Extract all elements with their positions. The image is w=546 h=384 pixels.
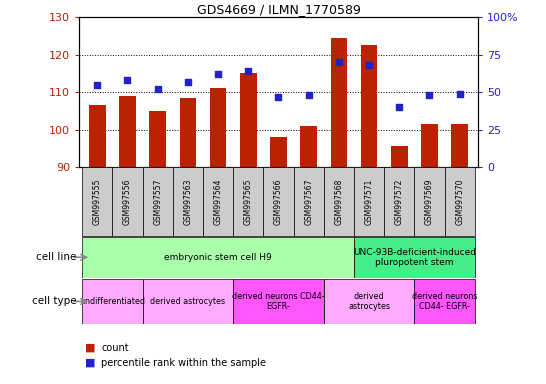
Bar (233, 279, 324, 324)
Point (395, 104, 403, 110)
Bar (294, 167, 324, 236)
Bar (354, 167, 384, 236)
Text: percentile rank within the sample: percentile rank within the sample (101, 358, 266, 368)
Bar (421, 124, 438, 167)
Bar (119, 96, 136, 167)
Text: embryonic stem cell H9: embryonic stem cell H9 (164, 253, 272, 262)
Text: GSM997555: GSM997555 (93, 178, 102, 225)
Point (335, 59, 343, 65)
Bar (82, 237, 354, 278)
Text: GSM997565: GSM997565 (244, 178, 253, 225)
Bar (361, 45, 377, 167)
Text: count: count (101, 343, 129, 353)
Text: GSM997568: GSM997568 (334, 179, 343, 225)
Text: derived neurons CD44-
EGFR-: derived neurons CD44- EGFR- (232, 292, 325, 311)
Text: cell type: cell type (32, 296, 76, 306)
Bar (270, 137, 287, 167)
Bar (444, 167, 474, 236)
Bar (324, 167, 354, 236)
Bar (233, 167, 263, 236)
Text: derived astrocytes: derived astrocytes (150, 297, 225, 306)
Text: GSM997570: GSM997570 (455, 178, 464, 225)
Bar (414, 167, 444, 236)
Bar (354, 237, 474, 278)
Bar (384, 167, 414, 236)
Bar (300, 126, 317, 167)
Text: ■: ■ (85, 343, 95, 353)
Bar (82, 279, 143, 324)
Text: GSM997569: GSM997569 (425, 178, 434, 225)
Text: UNC-93B-deficient-induced
pluropotent stem: UNC-93B-deficient-induced pluropotent st… (353, 248, 476, 267)
Title: GDS4669 / ILMN_1770589: GDS4669 / ILMN_1770589 (197, 3, 360, 16)
Bar (391, 146, 407, 167)
Point (455, 91, 464, 97)
Point (123, 77, 132, 83)
Bar (143, 167, 173, 236)
Point (183, 79, 192, 85)
Bar (452, 124, 468, 167)
Bar (263, 167, 294, 236)
Bar (203, 167, 233, 236)
Bar (180, 98, 196, 167)
Text: derived neurons
CD44- EGFR-: derived neurons CD44- EGFR- (412, 292, 477, 311)
Point (93, 82, 102, 88)
Text: GSM997572: GSM997572 (395, 179, 403, 225)
Text: GSM997571: GSM997571 (365, 179, 373, 225)
Bar (173, 167, 203, 236)
Text: ■: ■ (85, 358, 95, 368)
Bar (89, 105, 105, 167)
Point (153, 86, 162, 92)
Bar (112, 167, 143, 236)
Text: GSM997556: GSM997556 (123, 178, 132, 225)
Bar (143, 279, 233, 324)
Text: GSM997567: GSM997567 (304, 178, 313, 225)
Point (213, 71, 222, 77)
Text: undifferentiated: undifferentiated (80, 297, 145, 306)
Text: GSM997557: GSM997557 (153, 178, 162, 225)
Text: derived
astrocytes: derived astrocytes (348, 292, 390, 311)
Point (365, 62, 373, 68)
Bar (210, 88, 227, 167)
Point (304, 92, 313, 98)
Text: GSM997564: GSM997564 (213, 178, 223, 225)
Bar (82, 167, 112, 236)
Bar (414, 279, 474, 324)
Text: cell line: cell line (36, 252, 76, 262)
Bar (150, 111, 166, 167)
Bar (330, 38, 347, 167)
Point (244, 68, 253, 74)
Text: GSM997566: GSM997566 (274, 178, 283, 225)
Bar (324, 279, 414, 324)
Point (425, 92, 434, 98)
Bar (240, 73, 257, 167)
Point (274, 94, 283, 100)
Text: GSM997563: GSM997563 (183, 178, 192, 225)
